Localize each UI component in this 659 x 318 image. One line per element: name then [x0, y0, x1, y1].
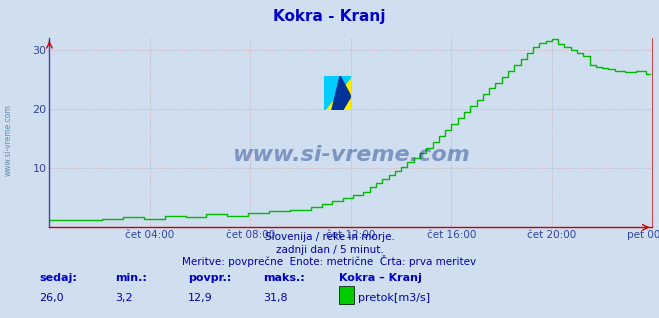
Text: pretok[m3/s]: pretok[m3/s] [358, 293, 430, 302]
Text: Kokra - Kranj: Kokra - Kranj [273, 9, 386, 24]
Text: www.si-vreme.com: www.si-vreme.com [3, 104, 13, 176]
Text: Kokra – Kranj: Kokra – Kranj [339, 273, 422, 283]
Text: 12,9: 12,9 [188, 293, 213, 302]
Text: 31,8: 31,8 [264, 293, 288, 302]
Text: povpr.:: povpr.: [188, 273, 231, 283]
Text: Meritve: povprečne  Enote: metrične  Črta: prva meritev: Meritve: povprečne Enote: metrične Črta:… [183, 255, 476, 266]
Polygon shape [324, 76, 351, 110]
Text: www.si-vreme.com: www.si-vreme.com [232, 145, 470, 165]
Text: zadnji dan / 5 minut.: zadnji dan / 5 minut. [275, 245, 384, 255]
Text: 26,0: 26,0 [40, 293, 64, 302]
Polygon shape [332, 76, 351, 110]
Text: Slovenija / reke in morje.: Slovenija / reke in morje. [264, 232, 395, 242]
Text: min.:: min.: [115, 273, 147, 283]
Text: maks.:: maks.: [264, 273, 305, 283]
Text: sedaj:: sedaj: [40, 273, 77, 283]
Text: 3,2: 3,2 [115, 293, 133, 302]
Polygon shape [324, 76, 351, 110]
